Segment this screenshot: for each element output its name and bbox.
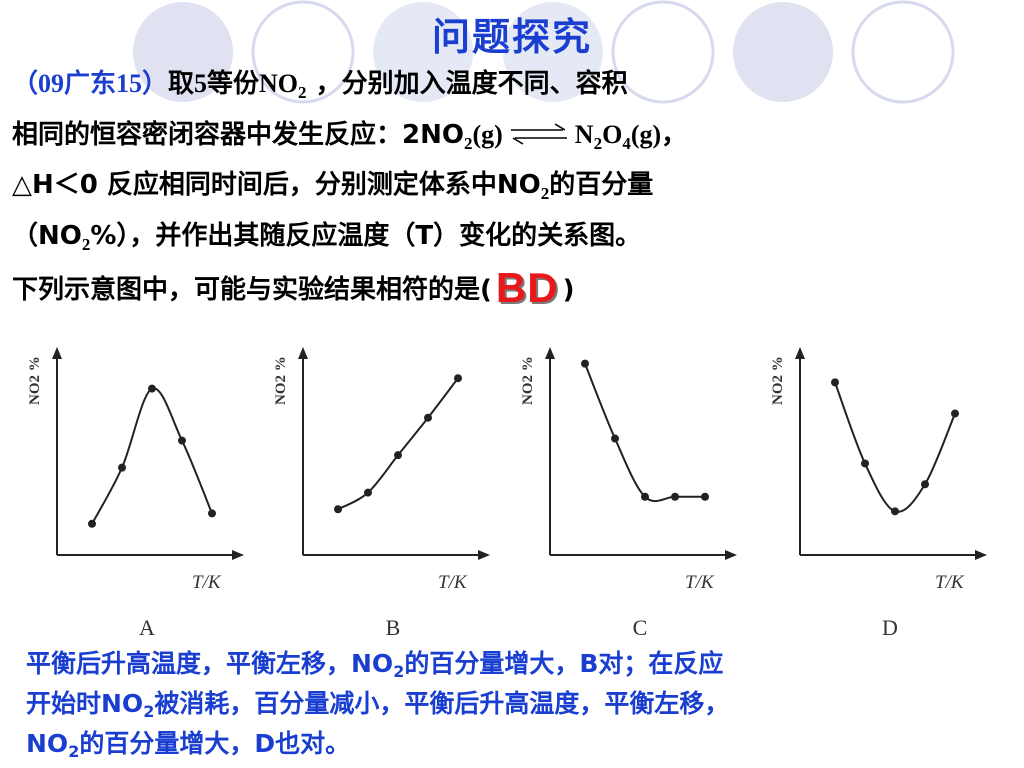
graph-c-y-label: NO2 %: [520, 356, 536, 405]
graph-a-letter: A: [139, 615, 155, 640]
graph-panel: NO2 % T/K A NO2 % T/K B NO2 % T/K C NO2 % T/K D: [27, 347, 987, 640]
graph-b-point-4: [424, 413, 432, 422]
graph-c-x-label: T/K: [685, 572, 715, 593]
graph-a-point-1: [88, 519, 96, 528]
graph-a-x-arrow: [232, 550, 244, 560]
graph-b-point-3: [394, 451, 402, 460]
graph-b-y-label: NO2 %: [273, 356, 289, 405]
graph-c-point-5: [701, 492, 709, 501]
graph-d-y-arrow: [795, 347, 805, 359]
decorative-circles: [133, 0, 955, 104]
graph-c-series-line: [584, 363, 705, 503]
graph-d-x-label: T/K: [935, 572, 965, 593]
graph-d-point-4: [921, 480, 929, 489]
slide-title: 问题探究: [431, 15, 592, 59]
graph-d-x-arrow: [975, 550, 987, 560]
explanation-line-1: 平衡后升高温度，平衡左移，NO2的百分量增大，B对；在反应: [26, 649, 724, 681]
graph-b-x-arrow: [478, 550, 490, 560]
graph-a-point-2: [118, 463, 126, 472]
graph-a-point-5: [208, 509, 216, 518]
explanation-line-2: 开始时NO2被消耗，百分量减小，平衡后升高温度，平衡左移，: [26, 689, 730, 721]
graph-a-y-label: NO2 %: [27, 356, 43, 405]
explanation-text: 平衡后升高温度，平衡左移，NO2的百分量增大，B对；在反应 开始时NO2被消耗，…: [26, 644, 1006, 764]
graph-b-point-2: [364, 488, 372, 497]
graph-a-x-label: T/K: [192, 572, 222, 593]
graph-c-y-arrow: [545, 347, 555, 359]
question-source: （09广东15）: [12, 69, 169, 98]
graph-d-point-1: [831, 378, 839, 387]
graph-c-point-3: [641, 492, 649, 501]
graph-d-point-5: [951, 409, 959, 418]
graph-a-point-4: [178, 436, 186, 445]
graph-b-point-5: [454, 374, 462, 383]
graph-c-point-4: [671, 492, 679, 501]
graph-d-letter: D: [882, 615, 898, 640]
question-line-3: △H＜0 反应相同时间后，分别测定体系中NO2的百分量: [12, 170, 654, 203]
graph-d-series-line: [834, 382, 956, 513]
graph-b-point-1: [334, 505, 342, 514]
graph-c-letter: C: [633, 615, 648, 640]
question-line-2: 相同的恒容密闭容器中发生反应：2NO2(g) N2O4(g)，: [12, 120, 688, 153]
explanation-line-3: NO2的百分量增大，D也对。: [26, 729, 351, 761]
graph-d-point-3: [891, 507, 899, 516]
question-line-1: （09广东15）取5等份NO2 ，分别加入温度不同、容积: [12, 69, 628, 102]
graph-a-point-3: [148, 384, 156, 393]
graph-c-point-1: [581, 359, 589, 368]
question-line-5: 下列示意图中，可能与实验结果相符的是(BD): [12, 264, 575, 311]
graph-a-y-arrow: [52, 347, 62, 359]
graph-a-series-line: [91, 387, 213, 525]
graph-c-x-arrow: [725, 550, 737, 560]
question-line-4: （NO2%），并作出其随反应温度（T）变化的关系图。: [12, 221, 642, 254]
graph-c-point-2: [611, 434, 619, 443]
graph-d-point-2: [861, 459, 869, 468]
answer-label: BD: [495, 264, 559, 311]
graph-b-y-arrow: [298, 347, 308, 359]
graph-b-letter: B: [386, 615, 401, 640]
question-text: （09广东15）取5等份NO2 ，分别加入温度不同、容积 相同的恒容密闭容器中发…: [12, 58, 1017, 313]
equilibrium-arrow-icon: [510, 123, 567, 145]
graph-d-y-label: NO2 %: [770, 356, 786, 405]
graph-b-x-label: T/K: [438, 572, 468, 593]
graph-b-series-line: [337, 377, 459, 511]
